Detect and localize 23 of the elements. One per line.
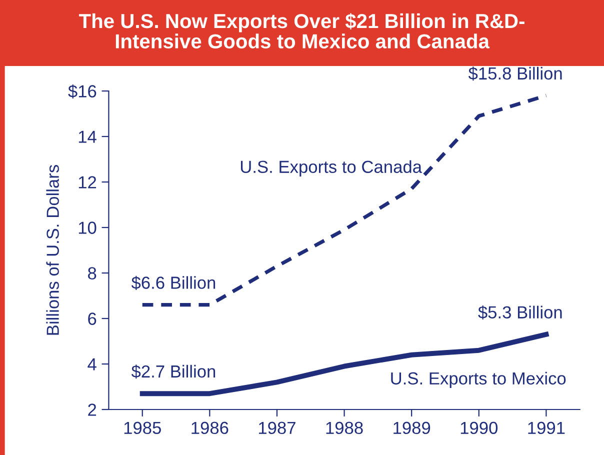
annotation: $5.3 Billion <box>478 305 562 320</box>
y-tick-label: 4 <box>88 358 96 370</box>
x-tick-label: 1985 <box>124 422 161 434</box>
x-tick-label: 1986 <box>192 422 228 434</box>
x-tick-label: 1991 <box>528 422 565 434</box>
chart-title: The U.S. Now Exports Over $21 Billion in R&D- Intensive Goods to Mexico and Canada <box>78 13 524 48</box>
x-tick-label: 1989 <box>394 422 430 434</box>
x-tick-label: 1987 <box>258 422 296 434</box>
y-tick-label: 6 <box>88 312 96 325</box>
y-tick-label: 8 <box>88 267 96 280</box>
y-tick-label: 14 <box>78 130 96 143</box>
annotation: $6.6 Billion <box>131 276 216 290</box>
y-tick-label: 12 <box>78 176 96 188</box>
x-tick-label: 1988 <box>326 422 363 434</box>
text: $15.8 Billion <box>468 66 562 81</box>
y-tick-label: 10 <box>78 222 96 234</box>
series-label: U.S. Exports to Mexico <box>391 372 566 388</box>
annotation: $2.7 Billion <box>131 364 216 379</box>
y-axis-title: Billions of U.S. Dollars <box>46 165 59 335</box>
y-tick-label: 2 <box>88 404 96 416</box>
y-tick-label: $16 <box>68 84 96 98</box>
series-label: U.S. Exports to Canada <box>240 160 422 176</box>
x-tick-label: 1990 <box>460 422 498 434</box>
